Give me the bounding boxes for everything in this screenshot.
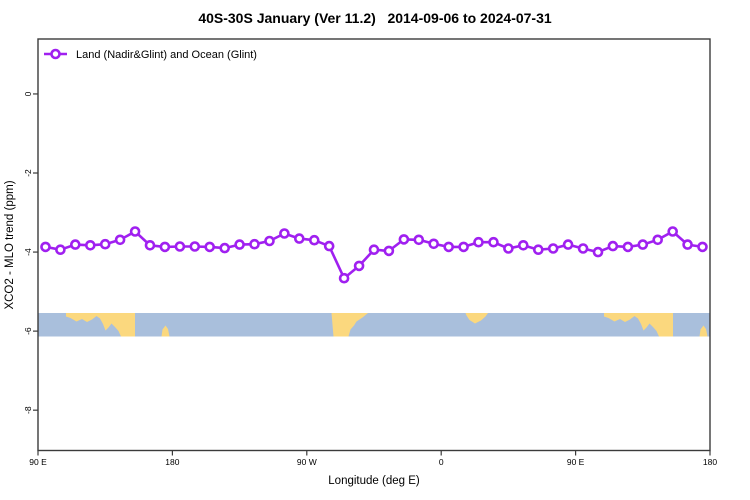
- data-point: [264, 235, 275, 247]
- y-tick-label: -2: [23, 169, 33, 177]
- data-point: [159, 241, 171, 253]
- y-tick-label: 0: [23, 91, 33, 96]
- map-strip-40s-30s: [38, 313, 710, 337]
- data-point: [293, 233, 305, 244]
- y-axis-ticks: 0 -2 -4 -6 -8: [23, 91, 38, 414]
- data-point: [279, 228, 290, 239]
- data-point: [189, 241, 201, 252]
- data-point: [40, 241, 51, 253]
- data-point: [368, 244, 380, 255]
- data-point: [682, 239, 693, 250]
- data-point: [353, 260, 365, 272]
- y-axis-title: XCO2 - MLO trend (ppm): [4, 180, 16, 309]
- data-point: [204, 241, 215, 253]
- data-point: [622, 241, 634, 253]
- x-tick-label: 90 W: [297, 457, 317, 467]
- legend: Land (Nadir&Glint) and Ocean (Glint): [44, 48, 257, 61]
- data-point: [532, 244, 544, 255]
- data-point: [70, 239, 81, 250]
- data-point: [219, 242, 230, 254]
- data-point: [308, 234, 320, 246]
- data-point: [592, 246, 604, 258]
- data-point: [114, 234, 126, 246]
- data-point: [667, 226, 679, 237]
- data-point: [398, 234, 410, 245]
- data-point: [144, 240, 156, 251]
- data-series: [40, 226, 708, 284]
- data-point: [234, 239, 245, 250]
- data-point: [488, 236, 499, 248]
- ocean-strip: [38, 313, 710, 337]
- x-tick-label: 0: [439, 457, 444, 467]
- data-point: [85, 240, 96, 251]
- data-point: [323, 240, 335, 252]
- data-point: [577, 243, 589, 254]
- land-south-africa: [465, 313, 488, 324]
- data-point: [338, 272, 350, 284]
- y-tick-label: -8: [23, 406, 33, 414]
- land-new-zealand: [161, 325, 170, 337]
- legend-marker-icon: [50, 48, 61, 60]
- x-tick-label: 180: [165, 457, 179, 467]
- data-point: [562, 239, 574, 250]
- land-australia: [66, 313, 135, 337]
- data-point: [428, 238, 440, 250]
- data-point: [503, 243, 514, 254]
- data-point: [174, 241, 186, 252]
- data-point: [637, 239, 649, 250]
- data-point: [99, 238, 111, 250]
- data-point: [129, 226, 141, 237]
- data-point: [517, 240, 529, 251]
- x-axis-ticks: 90 E 180 90 W 0 90 E 180: [29, 450, 717, 467]
- y-tick-label: -4: [23, 248, 33, 256]
- x-tick-label: 90 E: [567, 457, 585, 467]
- data-point: [473, 236, 484, 248]
- plot-border: [37, 38, 711, 452]
- data-point: [413, 234, 425, 246]
- data-point: [443, 241, 455, 253]
- x-tick-label: 180: [703, 457, 717, 467]
- x-tick-label: 90 E: [29, 457, 47, 467]
- data-point: [652, 234, 664, 246]
- x-axis-title: Longitude (deg E): [328, 475, 420, 487]
- data-point: [697, 241, 708, 253]
- data-point: [55, 244, 66, 255]
- land-south-america: [331, 313, 368, 337]
- legend-label: Land (Nadir&Glint) and Ocean (Glint): [76, 49, 257, 61]
- data-point: [383, 245, 395, 257]
- data-point: [249, 238, 260, 250]
- y-tick-label: -6: [23, 327, 33, 335]
- data-point: [458, 241, 469, 253]
- data-point: [547, 243, 559, 254]
- chart-title: 40S-30S January (Ver 11.2) 2014-09-06 to…: [198, 10, 552, 26]
- data-point: [607, 240, 619, 252]
